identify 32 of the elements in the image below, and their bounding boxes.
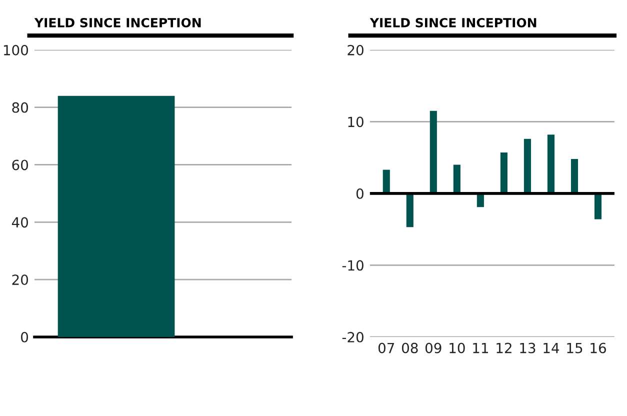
x-tick-label: 13 [520,342,536,354]
y-tick-label: -20 [342,332,364,342]
bar [430,110,437,194]
y-tick-label: 100 [4,44,28,56]
x-tick-label: 08 [402,342,418,354]
x-tick-label: 07 [378,342,394,354]
x-tick-label: 09 [425,342,442,354]
x-tick-label: 11 [473,342,488,354]
bar [453,164,460,194]
bar [406,193,414,228]
y-tick-label: 80 [12,102,28,113]
y-tick-label: 0 [356,188,364,199]
bar [594,193,602,220]
bar [500,152,508,194]
chart-title: YIELD SINCE INCEPTION [34,18,201,28]
y-tick-label: 10 [348,116,364,128]
x-tick-label: 15 [567,342,582,354]
x-tick-label: 16 [590,342,606,354]
bar [382,170,390,194]
x-tick-label: 10 [450,342,465,354]
bar [547,134,555,194]
chart-title: YIELD SINCE INCEPTION [370,18,536,28]
x-tick-label: 12 [496,342,512,354]
y-tick-label: 20 [12,274,28,286]
y-tick-label: 40 [12,217,28,228]
x-tick-label: 14 [544,342,560,354]
y-tick-label: -10 [342,260,364,271]
y-tick-label: 60 [12,160,28,170]
bar [570,158,578,194]
y-tick-label: 20 [348,44,364,56]
bar [524,138,531,194]
y-tick-label: 0 [21,332,28,342]
